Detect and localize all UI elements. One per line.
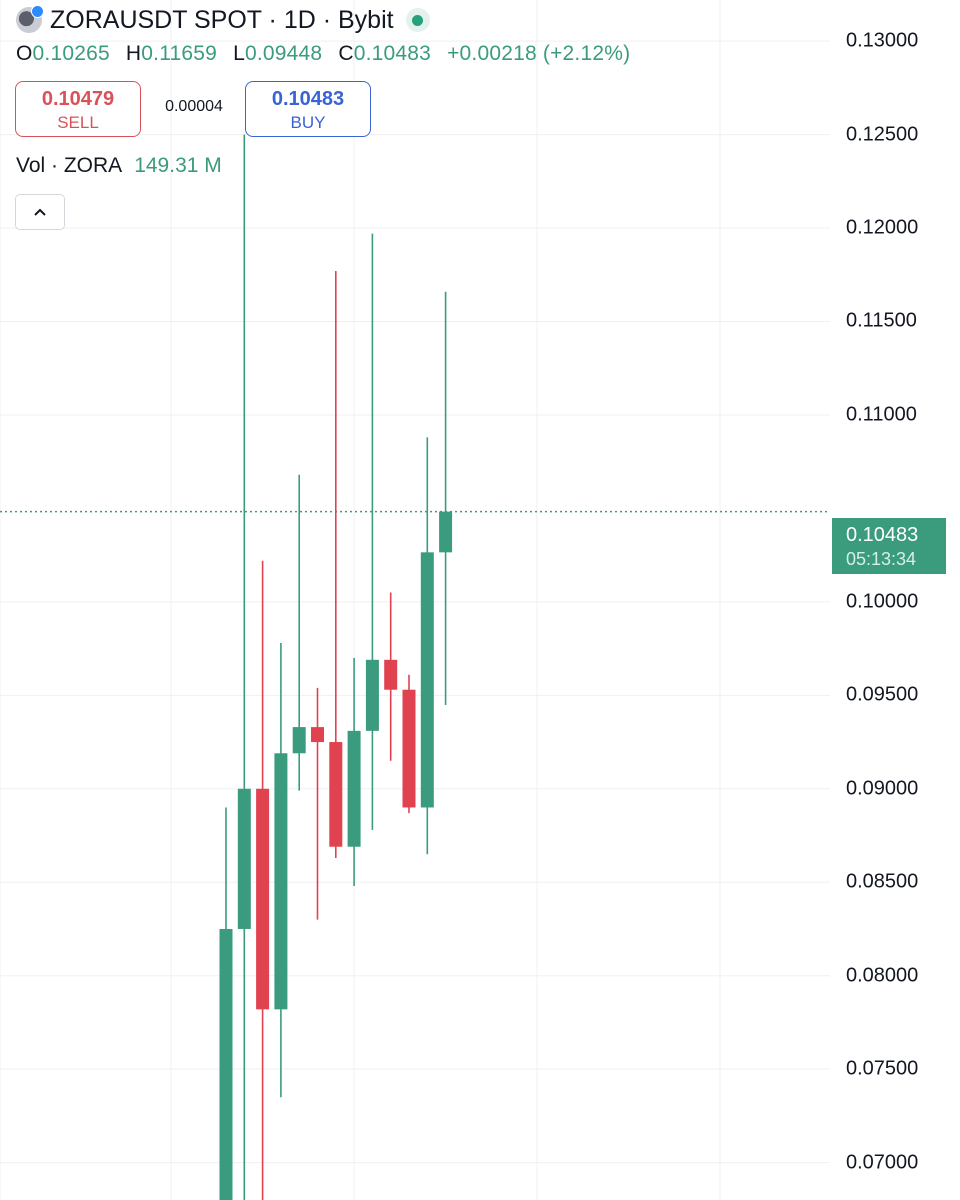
y-tick-label: 0.07500 [846,1057,919,1080]
change-value: +0.00218 (+2.12%) [447,42,631,65]
candle-body [402,689,416,808]
candle-7 [347,657,361,886]
close-value: 0.10483 [353,42,432,65]
candle-11 [420,437,434,855]
high-value: 0.11659 [141,42,218,65]
chart-header: ZORAUSDT SPOT · 1D · Bybit [16,4,430,36]
candles [219,134,453,1200]
candle-0 [219,807,233,1200]
buy-label: BUY [290,113,326,132]
candle-3 [274,642,288,1098]
y-tick-label: 0.11500 [846,309,917,332]
close-label: C [338,42,354,65]
symbol-title: ZORAUSDT SPOT · 1D · Bybit [50,5,394,34]
y-tick-label: 0.12500 [846,123,919,146]
zora-logo-icon [16,5,44,33]
candle-9 [384,592,398,761]
chevron-up-icon [34,208,46,216]
sell-label: SELL [57,113,99,132]
volume-label: Vol · ZORA [16,154,123,177]
candle-countdown: 05:13:34 [846,549,917,569]
high-label: H [125,42,142,65]
buy-price: 0.10483 [271,88,345,110]
candle-body [292,727,306,754]
volume-value: 149.31 M [134,154,222,177]
candle-6 [329,271,343,858]
volume-readout: Vol · ZORA 149.31 M [16,154,222,178]
low-value: 0.09448 [244,42,323,65]
candle-body [256,788,270,1010]
candle-10 [402,674,416,814]
last-price-tag: 0.10483 05:13:34 [832,518,946,574]
spread-value: 0.00004 [165,98,223,115]
sell-price: 0.10479 [41,88,115,110]
candle-body [329,742,343,847]
candle-body [365,659,379,731]
candle-1 [237,134,251,1200]
collapse-legend-button[interactable] [15,194,65,230]
sell-button[interactable]: 0.10479 SELL [15,81,141,137]
candle-body [420,552,434,808]
candle-body [237,788,251,929]
chart-grid [0,0,830,1200]
last-price-value: 0.10483 [846,524,919,546]
candle-2 [256,560,270,1200]
y-tick-label: 0.07000 [846,1151,919,1174]
candle-body [439,511,453,553]
ohlc-readout: O0.10265 H0.11659 L0.09448 C0.10483 +0.0… [16,42,640,66]
candle-body [384,659,398,690]
candle-body [219,928,233,1200]
candle-5 [311,687,324,920]
open-label: O [16,42,33,65]
live-status-dot-icon [405,8,430,32]
y-tick-label: 0.09000 [846,777,919,800]
y-tick-label: 0.12000 [846,216,919,239]
y-tick-label: 0.08000 [846,964,919,987]
y-tick-label: 0.08500 [846,870,919,893]
open-value: 0.10265 [32,42,110,65]
y-tick-label: 0.10000 [846,590,919,613]
low-label: L [233,42,245,65]
y-tick-label: 0.13000 [846,29,919,52]
candle-4 [292,474,306,791]
candle-body [311,727,324,743]
candle-body [347,730,361,847]
candle-12 [439,291,453,706]
buy-button[interactable]: 0.10483 BUY [245,81,371,137]
y-tick-label: 0.11000 [846,403,917,426]
candle-body [274,753,288,1010]
y-tick-label: 0.09500 [846,683,919,706]
candle-8 [365,233,379,830]
